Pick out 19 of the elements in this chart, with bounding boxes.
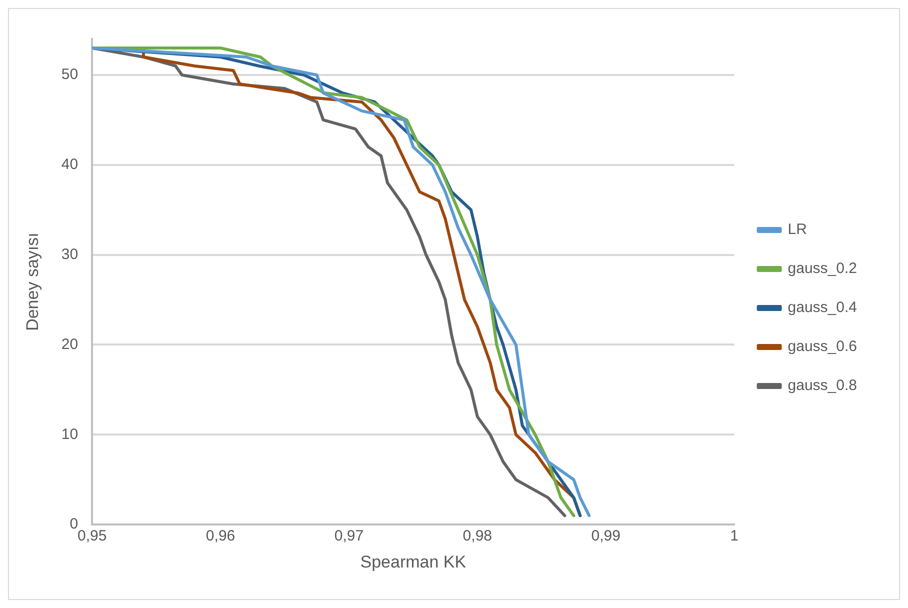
x-tick-label: 0,97 — [334, 528, 364, 545]
y-tick-label: 50 — [61, 66, 78, 84]
y-tick-label: 40 — [61, 156, 78, 174]
legend-label: gauss_0.8 — [788, 377, 858, 394]
x-tick-label: 0,98 — [462, 528, 492, 545]
x-axis-title: Spearman KK — [360, 552, 467, 572]
y-tick-label: 30 — [61, 246, 78, 263]
y-tick-label: 10 — [61, 426, 78, 443]
legend-label: gauss_0.4 — [788, 299, 858, 316]
legend-label: LR — [788, 221, 808, 238]
x-tick-label: 0,95 — [77, 528, 107, 545]
y-tick-label: 0 — [70, 516, 78, 533]
y-tick-label: 20 — [61, 336, 78, 353]
legend-label: gauss_0.6 — [788, 338, 858, 356]
x-tick-label: 0,99 — [591, 528, 620, 545]
x-tick-label: 1 — [730, 528, 738, 545]
x-tick-label: 0,96 — [206, 528, 236, 545]
y-axis-title: Deney sayısı — [22, 232, 42, 331]
legend-label: gauss_0.2 — [788, 260, 858, 278]
